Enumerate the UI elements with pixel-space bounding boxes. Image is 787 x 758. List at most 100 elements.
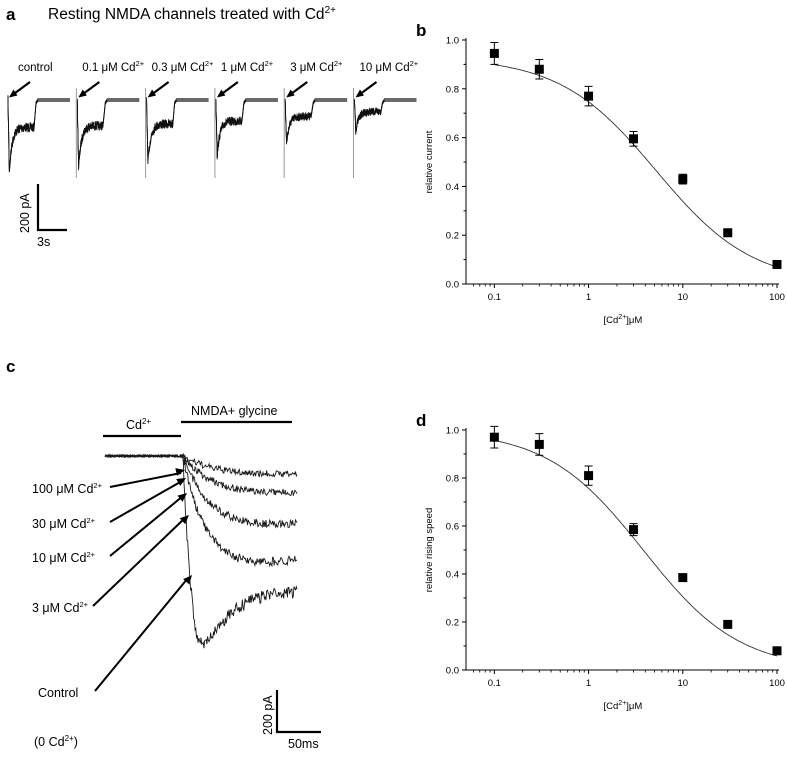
panel-a-scale-bar: 200 pA 3s	[18, 184, 67, 249]
data-point	[723, 228, 733, 238]
panel-a-condition-label: control	[18, 62, 53, 74]
panel-label-d: d	[416, 411, 426, 430]
panel-c-arrow	[94, 577, 189, 692]
x-tick-label: 1	[586, 678, 591, 689]
panel-a-arrow-head	[355, 89, 364, 98]
control-sub-label: (0 Cd2+)	[34, 734, 78, 749]
x-tick-label: 0.1	[488, 678, 501, 689]
y-tick-label: 0.6	[446, 522, 459, 533]
y-tick-label: 0.2	[446, 618, 459, 629]
panel-c-arrow	[109, 495, 184, 557]
panel-a-arrow-head	[286, 89, 295, 98]
panel-c-trace-label: 3 μM Cd2+	[32, 600, 89, 615]
x-tick-label: 1	[586, 292, 591, 303]
panel-a-arrow-head	[9, 89, 18, 98]
panel-a-condition-label: 10 μM Cd2+	[360, 59, 419, 74]
panel-c-arrow-head	[179, 515, 189, 525]
y-axis-label: relative rising speed	[424, 508, 435, 593]
y-tick-label: 0.0	[446, 280, 459, 291]
panel-a-trace	[354, 99, 417, 134]
panel-a-trace	[76, 100, 140, 171]
data-point	[534, 439, 544, 449]
panel-c-arrow-head	[183, 575, 192, 585]
panel-a-trace	[215, 100, 278, 160]
panel-c-arrow-head	[176, 478, 186, 486]
data-point	[678, 174, 688, 184]
panel-c-scale-x-label: 50ms	[288, 737, 319, 751]
panel-c-trace-label: Control	[38, 686, 78, 700]
data-point	[772, 646, 782, 656]
data-point	[584, 91, 594, 101]
y-tick-label: 0.8	[446, 474, 459, 485]
x-tick-label: 100	[769, 678, 785, 689]
x-axis-label: [Cd2+]μM	[604, 314, 643, 326]
panel-label-a: a	[6, 5, 16, 24]
panel-c-arrow-head	[175, 468, 185, 476]
cd-bar-label: Cd2+	[126, 417, 151, 432]
y-tick-label: 1.0	[446, 36, 459, 47]
panel-a-title: Resting NMDA channels treated with Cd2+	[48, 5, 336, 23]
data-point	[489, 48, 499, 58]
panel-a-condition-label: 0.3 μM Cd2+	[152, 59, 214, 74]
x-axis-label: [Cd2+]μM	[604, 700, 643, 712]
panel-a-trace	[284, 100, 348, 145]
x-tick-label: 0.1	[488, 292, 501, 303]
data-point	[723, 619, 733, 629]
panel-c-trace	[104, 453, 298, 649]
data-point	[534, 64, 544, 74]
panel-c-arrow	[92, 517, 186, 607]
panel-a-condition-label: 0.1 μM Cd2+	[82, 59, 144, 74]
panel-c-trace-label: 30 μM Cd2+	[32, 516, 96, 531]
panel-a-trace	[354, 100, 417, 135]
axes-frame	[465, 38, 779, 285]
panel-a-condition-label: 1 μM Cd2+	[221, 59, 274, 74]
panel-c-arrow-head	[177, 493, 187, 502]
panel-a-arrow-head	[216, 89, 226, 98]
panel-a-traces	[7, 81, 417, 178]
panel-a-arrow-head	[78, 89, 87, 98]
panel-c-scale-y-label: 200 pA	[261, 695, 275, 735]
panel-a-arrow-head	[147, 89, 157, 98]
panel-d-chart: d 0.0 0.2 0.4 0.6 0.8 1.0 0.1 1 10 100 relative ris…	[416, 411, 785, 712]
panel-c-scale-bar: 200 pA 50ms	[261, 690, 321, 751]
x-tick-label: 10	[677, 678, 688, 689]
panel-c-arrow	[109, 480, 183, 523]
panel-c-trace-label: 10 μM Cd2+	[32, 550, 96, 565]
panel-label-c: c	[6, 357, 15, 376]
panel-a-scale-y-label: 200 pA	[18, 193, 32, 233]
y-tick-label: 0.6	[446, 133, 459, 144]
data-point	[629, 525, 639, 535]
nmda-bar-label: NMDA+ glycine	[191, 404, 278, 418]
x-tick-label: 100	[769, 292, 785, 303]
data-point	[489, 432, 499, 442]
x-tick-label: 10	[677, 292, 688, 303]
panel-c-trace-labels: 100 μM Cd2+ 30 μM Cd2+ 10 μM Cd2+ 3 μM Cd2+…	[32, 468, 192, 700]
axes-frame	[465, 428, 779, 671]
y-tick-label: 0.4	[446, 570, 459, 581]
y-axis-label: relative current	[424, 130, 435, 193]
data-point	[629, 134, 639, 144]
panel-c-traces	[104, 452, 298, 649]
fit-curve	[494, 439, 778, 657]
fit-curve	[494, 64, 778, 268]
panel-c-arrow	[109, 472, 182, 488]
panel-a-trace	[76, 98, 140, 168]
data-point	[772, 259, 782, 269]
y-tick-label: 0.2	[446, 231, 459, 242]
panel-a-trace	[146, 99, 209, 165]
y-tick-label: 0.0	[446, 666, 459, 677]
y-tick-label: 0.4	[446, 182, 459, 193]
panel-a-scale-x-label: 3s	[37, 235, 50, 249]
panel-a: a Resting NMDA channels treated with Cd2…	[6, 5, 419, 249]
data-point	[584, 471, 594, 481]
panel-label-b: b	[416, 21, 426, 40]
data-point	[678, 573, 688, 583]
panel-c-trace-label: 100 μM Cd2+	[32, 481, 103, 496]
panel-a-trace	[7, 97, 70, 173]
y-tick-label: 0.8	[446, 84, 459, 95]
panel-c-trace	[104, 453, 298, 568]
panel-a-trace	[215, 98, 278, 158]
y-tick-label: 1.0	[446, 426, 459, 437]
panel-c: c Cd2+ NMDA+ glycine 100 μM Cd2+ 30 μM Cd…	[6, 357, 321, 751]
